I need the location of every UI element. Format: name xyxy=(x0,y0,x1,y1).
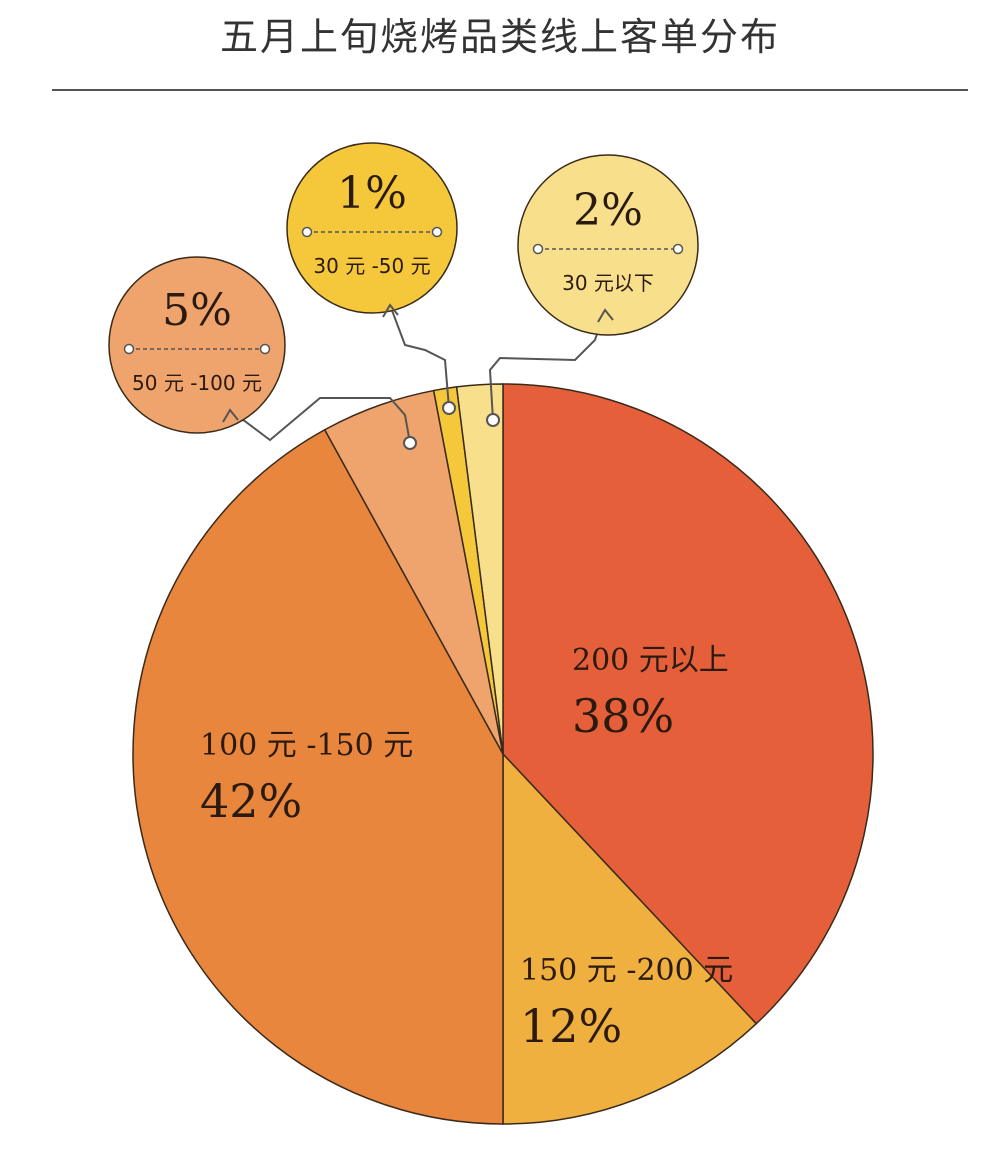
slice-label: 200 元以上 xyxy=(572,643,729,678)
callout-label: 30 元以下 xyxy=(562,271,654,295)
callout-circle xyxy=(108,256,286,434)
callout-label: 30 元 -50 元 xyxy=(313,254,430,278)
divider-end-dot xyxy=(672,243,684,255)
slice-value-label: 38% xyxy=(572,689,674,743)
callout-anchor-dot xyxy=(442,401,456,415)
callout-value-label: 2% xyxy=(573,185,643,236)
pie-slice xyxy=(502,383,874,1025)
chart-title: 五月上旬烧烤品类线上客单分布 xyxy=(219,15,780,59)
arrow-head-icon xyxy=(597,308,614,323)
arrow-head-icon xyxy=(382,303,399,318)
divider-end-dot xyxy=(532,243,544,255)
slice-value-label: 12% xyxy=(520,999,622,1053)
callout-connector xyxy=(389,304,450,409)
arrow-head-icon xyxy=(222,408,239,423)
pie-slice xyxy=(502,752,758,1125)
callout-bubble: 1% 30 元 -50 元 xyxy=(286,142,458,415)
callout-bubble: 2% 30 元以下 xyxy=(486,154,699,427)
divider-end-dot xyxy=(259,343,271,355)
divider-end-dot xyxy=(301,226,313,238)
callout-label: 50 元 -100 元 xyxy=(132,371,262,395)
slice-label: 100 元 -150 元 xyxy=(200,728,413,763)
divider-end-dot xyxy=(431,226,443,238)
callout-bubble: 5% 50 元 -100 元 xyxy=(108,256,417,450)
callout-value-label: 1% xyxy=(337,168,407,219)
callout-anchor-dot xyxy=(403,436,417,450)
callout-value-label: 5% xyxy=(162,285,232,336)
callout-circle xyxy=(517,154,699,336)
divider-end-dot xyxy=(123,343,135,355)
callout-connector xyxy=(229,397,411,444)
slice-value-label: 42% xyxy=(200,774,302,828)
callout-anchor-dot xyxy=(486,413,500,427)
title-divider xyxy=(52,89,968,91)
callout-circle xyxy=(286,142,458,314)
pie-slice xyxy=(132,428,504,1125)
pie-slice xyxy=(455,383,504,755)
slice-label: 150 元 -200 元 xyxy=(520,953,733,988)
